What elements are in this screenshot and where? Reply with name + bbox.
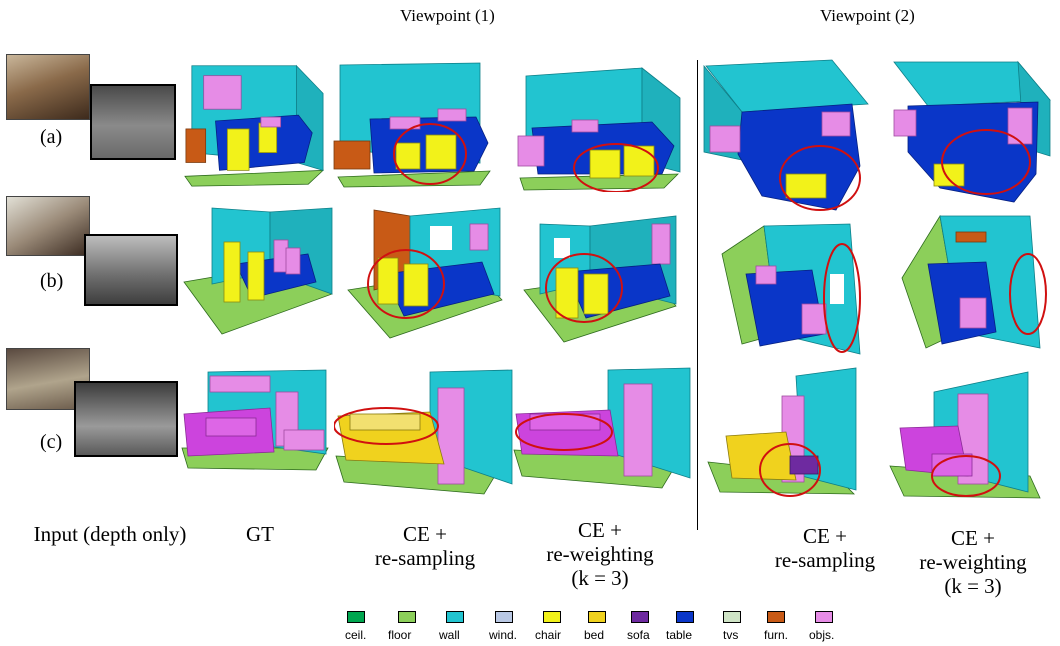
legend-swatch: [767, 611, 785, 623]
viewpoint-divider: [697, 60, 698, 530]
legend-swatch: [495, 611, 513, 623]
row-label-c: (c): [40, 431, 63, 453]
legend-label: bed: [584, 628, 605, 642]
voxel-scene-c-resampling: [334, 368, 514, 498]
legend-label: floor: [388, 628, 412, 642]
legend-swatch: [347, 611, 365, 623]
label-line: CE +: [803, 524, 847, 548]
label-line: CE +: [578, 518, 622, 542]
label-line: re-weighting: [919, 550, 1027, 574]
legend-label: wall: [439, 628, 460, 642]
legend-swatch: [588, 611, 606, 623]
label-line: re-weighting: [546, 542, 654, 566]
row-label-b: (b): [40, 270, 64, 292]
depth-map-c: [74, 381, 178, 457]
legend-swatch: [398, 611, 416, 623]
column-label-gt: GT: [246, 522, 274, 546]
viewpoint-2-title: Viewpoint (2): [820, 6, 915, 25]
label-line: (k = 3): [571, 566, 629, 590]
legend-swatch: [543, 611, 561, 623]
legend-swatch: [815, 611, 833, 623]
label-line: re-sampling: [774, 548, 876, 572]
voxel-scene-c-reweighting-vp2: [888, 370, 1048, 508]
label-line: re-sampling: [374, 546, 476, 570]
depth-map-b: [84, 234, 178, 306]
voxel-scene-b-reweighting: [520, 210, 680, 344]
column-label-resampling-vp1: CE + re-sampling: [345, 522, 505, 570]
voxel-scene-a-reweighting-vp2: [888, 56, 1056, 212]
voxel-scene-b-reweighting-vp2: [900, 208, 1056, 358]
legend-label: sofa: [627, 628, 650, 642]
rgb-photo-a: [6, 54, 90, 120]
legend-label: furn.: [764, 628, 789, 642]
voxel-scene-a-gt: [180, 58, 328, 190]
rgb-photo-b: [6, 196, 90, 256]
label-line: (k = 3): [944, 574, 1002, 598]
label-line: CE +: [403, 522, 447, 546]
viewpoint-1-title: Viewpoint (1): [400, 6, 495, 25]
legend-label: objs.: [809, 628, 835, 642]
column-label-input: Input (depth only): [33, 522, 187, 546]
voxel-scene-b-resampling-vp2: [720, 214, 870, 364]
legend-swatch: [723, 611, 741, 623]
column-label-reweighting-vp2: CE + re-weighting (k = 3): [893, 526, 1053, 598]
depth-map-a: [90, 84, 176, 160]
legend-label: tvs: [723, 628, 739, 642]
voxel-scene-a-resampling: [330, 58, 500, 190]
label-line: CE +: [951, 526, 995, 550]
voxel-scene-b-gt: [182, 202, 334, 336]
column-label-reweighting-vp1: CE + re-weighting (k = 3): [520, 518, 680, 590]
legend-label: table: [666, 628, 693, 642]
legend-label: ceil.: [345, 628, 367, 642]
legend-swatch: [446, 611, 464, 623]
column-label-resampling-vp2: CE + re-sampling: [745, 524, 905, 572]
legend-swatch: [676, 611, 694, 623]
legend-swatch: [631, 611, 649, 623]
voxel-scene-a-resampling-vp2: [702, 56, 874, 214]
legend-label: chair: [535, 628, 562, 642]
voxel-scene-c-gt: [178, 368, 334, 472]
voxel-scene-b-resampling: [344, 204, 504, 340]
legend-label: wind.: [489, 628, 518, 642]
rgb-photo-c: [6, 348, 90, 410]
voxel-scene-c-reweighting: [512, 366, 692, 494]
row-label-a: (a): [40, 126, 63, 148]
voxel-scene-c-resampling-vp2: [706, 366, 866, 506]
voxel-scene-a-reweighting: [512, 62, 684, 192]
